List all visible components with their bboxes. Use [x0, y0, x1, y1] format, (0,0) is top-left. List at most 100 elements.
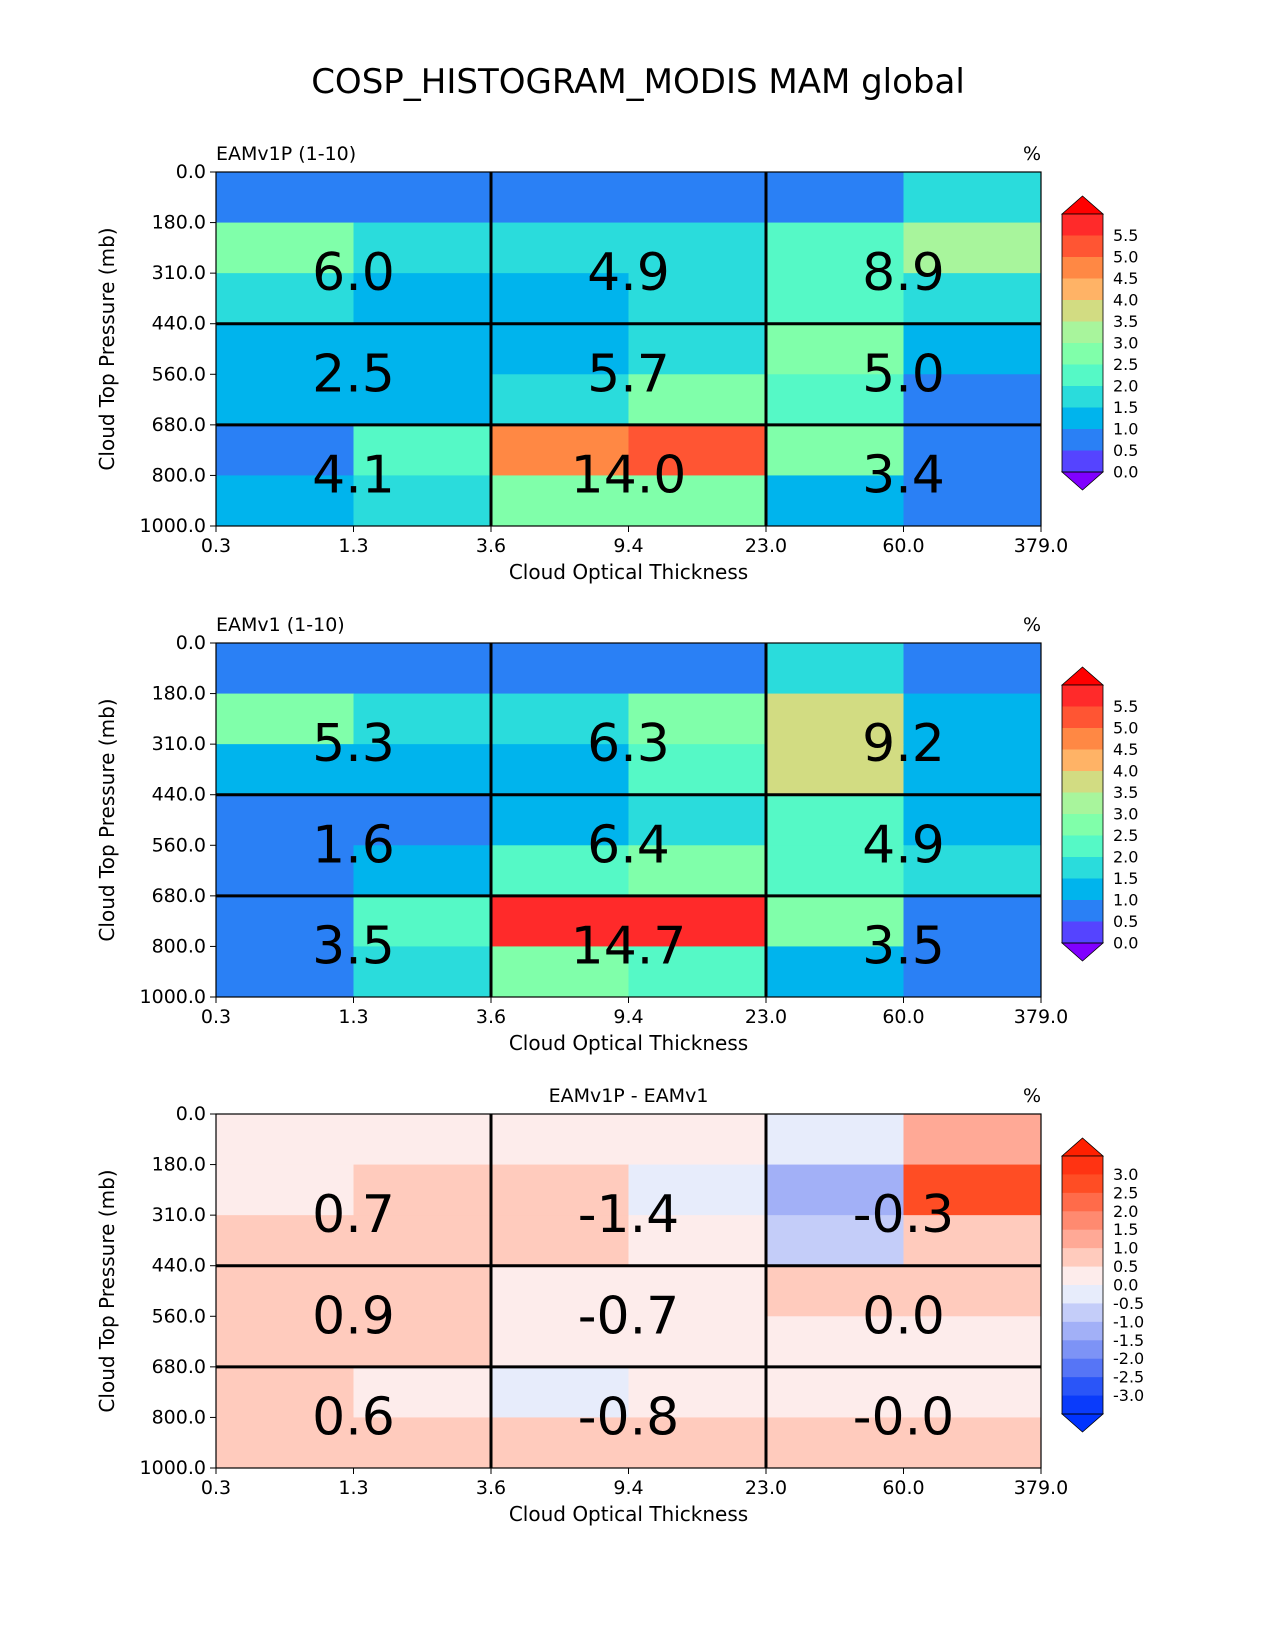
heatmap-cell [766, 172, 904, 224]
x-tick-label: 0.3 [201, 1477, 231, 1499]
heatmap-cell [353, 946, 492, 998]
y-tick-label: 680.0 [152, 885, 206, 907]
colorbar-swatch [1062, 1266, 1103, 1286]
heatmap-cell [628, 744, 767, 796]
colorbar-swatch [1062, 921, 1103, 944]
heatmap-cell [491, 693, 629, 745]
group-total-label: 0.7 [312, 1185, 395, 1245]
x-tick-label: 23.0 [745, 1477, 787, 1499]
group-total-label: 14.7 [571, 916, 687, 976]
heatmap-cell [628, 374, 767, 426]
heatmap-cell [766, 374, 904, 426]
x-axis-label: Cloud Optical Thickness [509, 1502, 748, 1526]
heatmap-cell [628, 643, 767, 695]
heatmap-cell [628, 172, 767, 224]
colorbar-swatch [1062, 1192, 1103, 1212]
heatmap-cell [766, 1316, 904, 1368]
heatmap-cell [491, 424, 629, 476]
colorbar-tick-label: -1.5 [1113, 1331, 1144, 1350]
y-tick-label: 680.0 [152, 414, 206, 436]
colorbar-swatch [1062, 878, 1103, 901]
heatmap-cell [903, 1164, 1042, 1216]
colorbar-under-triangle [1060, 942, 1105, 962]
y-tick-label: 0.0 [176, 1103, 206, 1125]
group-total-label: -1.4 [578, 1185, 679, 1245]
y-tick-label: 560.0 [152, 363, 206, 385]
colorbar-swatch [1062, 1358, 1103, 1378]
group-total-label: 14.0 [571, 445, 687, 505]
heatmap-cell [491, 1366, 629, 1418]
x-tick-label: 379.0 [1014, 1477, 1068, 1499]
y-axis-label: Cloud Top Pressure (mb) [95, 1169, 119, 1412]
heatmap-cell [628, 1164, 767, 1216]
heatmap-cell [628, 693, 767, 745]
heatmap-cell [353, 323, 492, 375]
group-total-label: 3.5 [862, 916, 945, 976]
heatmap-cell [216, 374, 354, 426]
y-tick-label: 310.0 [152, 1204, 206, 1226]
group-total-label: 6.4 [587, 815, 670, 875]
group-total-label: 0.0 [862, 1286, 945, 1346]
heatmap-cell [216, 1417, 354, 1469]
colorbar-swatch [1062, 900, 1103, 922]
colorbar-tick-label: 0.0 [1113, 934, 1138, 953]
colorbar-tick-label: 5.0 [1113, 248, 1138, 267]
colorbar-swatch [1062, 814, 1103, 836]
group-total-label: -0.8 [578, 1387, 679, 1447]
y-tick-label: 310.0 [152, 733, 206, 755]
heatmap-cell [628, 475, 767, 527]
y-tick-label: 680.0 [152, 1356, 206, 1378]
y-tick-label: 440.0 [152, 313, 206, 335]
group-total-label: -0.0 [853, 1387, 954, 1447]
y-tick-label: 440.0 [152, 784, 206, 806]
colorbar-tick-label: 3.0 [1113, 805, 1138, 824]
heatmap-cell [903, 946, 1042, 998]
heatmap-cell [216, 273, 354, 325]
x-tick-label: 1.3 [338, 1477, 368, 1499]
heatmap-cell [628, 845, 767, 897]
x-tick-label: 60.0 [882, 1477, 924, 1499]
y-tick-label: 560.0 [152, 1305, 206, 1327]
colorbar-swatch [1062, 429, 1103, 451]
colorbar-tick-label: 4.5 [1113, 740, 1138, 759]
colorbar-tick-label: -0.5 [1113, 1294, 1144, 1313]
heatmap-cell [216, 946, 354, 998]
group-total-label: 2.5 [312, 344, 395, 404]
heatmap-cell [766, 643, 904, 695]
heatmap-cell [353, 1164, 492, 1216]
heatmap-cell [353, 1316, 492, 1368]
colorbar-tick-label: -3.0 [1113, 1386, 1144, 1405]
heatmap-cell [766, 1215, 904, 1267]
heatmap-cell [491, 1316, 629, 1368]
colorbar-tick-label: 2.0 [1113, 848, 1138, 867]
colorbar-tick-label: 2.5 [1113, 826, 1138, 845]
colorbar-tick-label: 1.5 [1113, 869, 1138, 888]
colorbar-tick-label: 3.0 [1113, 334, 1138, 353]
colorbar-swatch [1062, 300, 1103, 322]
heatmap-cell [628, 794, 767, 846]
heatmap-cell [628, 946, 767, 998]
x-tick-label: 23.0 [745, 1006, 787, 1028]
colorbar-swatch [1062, 1248, 1103, 1267]
heatmap-cell [216, 323, 354, 375]
heatmap-cell [766, 693, 904, 745]
y-tick-label: 1000.0 [140, 1457, 206, 1479]
heatmap-cell [353, 222, 492, 274]
panel-2: 5.3 6.3 9.2 1.6 6.4 4.9 3.5 14.7 3.5 0.3 1.3 3.6 9.4… [95, 614, 1138, 1055]
heatmap-cell [353, 794, 492, 846]
x-tick-label: 379.0 [1014, 1006, 1068, 1028]
heatmap-cell [353, 424, 492, 476]
colorbar-swatch [1062, 343, 1103, 365]
group-total-label: 4.9 [862, 815, 945, 875]
heatmap-cell [491, 895, 629, 947]
heatmap-cell [903, 794, 1042, 846]
heatmap-cell [491, 744, 629, 796]
heatmap-cell [216, 1114, 354, 1166]
group-total-label: 0.9 [312, 1286, 395, 1346]
x-tick-label: 9.4 [613, 1477, 643, 1499]
colorbar-tick-label: 2.0 [1113, 1202, 1138, 1221]
colorbar-tick-label: 0.0 [1113, 1276, 1138, 1295]
colorbar-swatch [1062, 364, 1103, 387]
colorbar-swatch [1062, 771, 1103, 793]
